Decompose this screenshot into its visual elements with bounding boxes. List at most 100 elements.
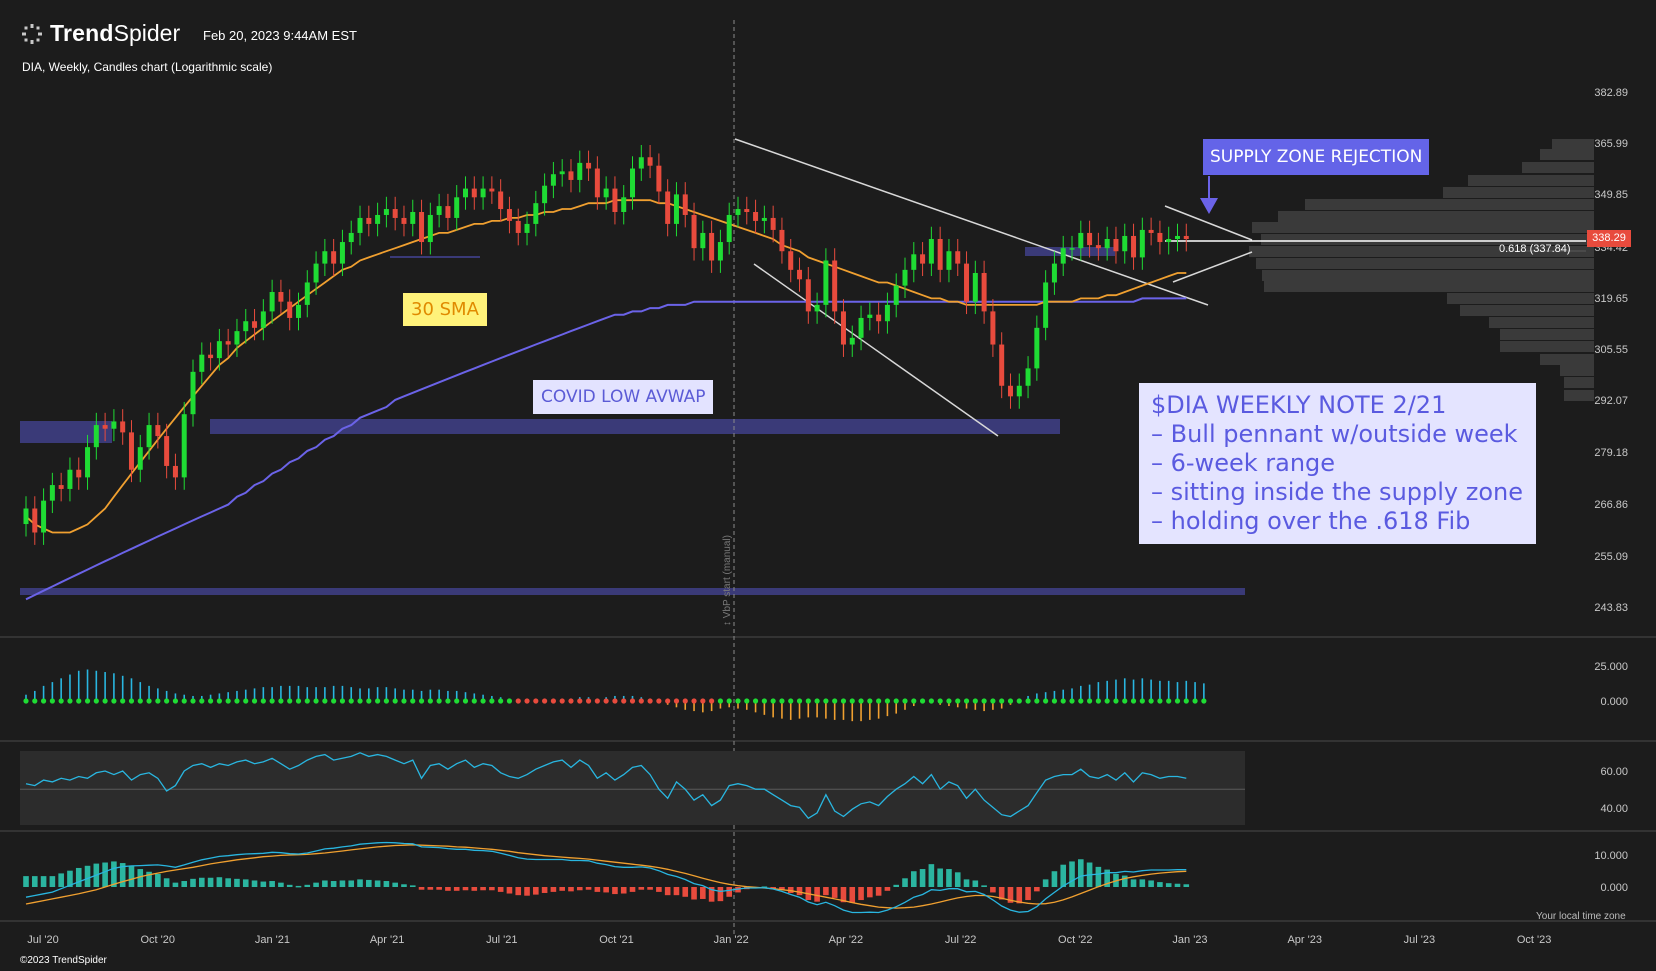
candle-body — [1078, 232, 1084, 249]
oscillator-dot — [788, 698, 794, 704]
oscillator-dot — [656, 698, 662, 704]
volume-profile-bar — [1560, 365, 1594, 376]
macd-histogram-bar — [779, 887, 785, 890]
time-axis-label: Apr '21 — [370, 934, 405, 946]
macd-histogram-bar — [515, 887, 522, 896]
macd-histogram-bar — [1069, 861, 1075, 887]
macd-histogram-bar — [172, 882, 179, 887]
macd-histogram-bar — [418, 887, 425, 890]
macd-histogram-bar — [40, 876, 47, 887]
demand-zone — [20, 421, 112, 443]
macd-histogram-bar — [700, 887, 706, 899]
candle-body — [287, 301, 293, 318]
oscillator-dot — [972, 698, 978, 704]
macd-histogram-bar — [1060, 864, 1067, 887]
avwap-annotation[interactable]: COVID LOW AVWAP — [533, 380, 714, 414]
oscillator-dot — [1007, 698, 1014, 704]
upper-trendline — [734, 138, 1209, 306]
weekly-note-annotation[interactable]: $DIA WEEKLY NOTE 2/21 – Bull pennant w/o… — [1139, 383, 1536, 544]
candle-body — [1131, 235, 1137, 258]
candle-body — [49, 485, 55, 501]
macd-histogram-bar — [1174, 883, 1181, 887]
candle-body — [849, 337, 855, 345]
volume-profile-bar — [1500, 341, 1594, 352]
candle-body — [586, 162, 592, 169]
oscillator-dot — [392, 698, 398, 704]
candle-body — [893, 285, 899, 305]
oscillator-dot — [542, 698, 548, 704]
macd-histogram-bar — [286, 884, 293, 887]
oscillator-dot — [199, 698, 205, 704]
candle-body — [594, 168, 600, 198]
macd-histogram-bar — [242, 879, 249, 887]
oscillator-dot — [322, 698, 328, 704]
candle-body — [955, 251, 961, 264]
oscillator-dot — [858, 698, 864, 704]
candle-body — [383, 209, 389, 215]
oscillator-dot — [735, 698, 741, 704]
macd-histogram-bar — [1121, 875, 1128, 887]
oscillator-dot — [164, 698, 170, 704]
macd-histogram-bar — [981, 885, 987, 887]
oscillator-dot — [673, 698, 680, 704]
macd-histogram-bar — [146, 871, 152, 887]
macd-histogram-bar — [489, 887, 495, 891]
macd-histogram-bar — [111, 861, 117, 887]
candle-body — [832, 260, 838, 312]
macd-histogram-bar — [23, 876, 29, 887]
local-timezone-label[interactable]: Your local time zone — [1536, 911, 1626, 922]
candle-body — [990, 311, 996, 345]
oscillator-dot — [709, 698, 715, 704]
macd-histogram-bar — [849, 887, 856, 903]
macd-histogram-bar — [409, 885, 416, 887]
macd-histogram-bar — [963, 879, 970, 887]
last-price-flag: 338.29 — [1587, 230, 1631, 247]
time-axis-label: Apr '22 — [829, 934, 864, 946]
candle-body — [463, 188, 468, 198]
volume-profile-bar — [1489, 317, 1594, 328]
supply-zone-annotation[interactable]: SUPPLY ZONE REJECTION — [1203, 139, 1430, 175]
candle-body — [823, 260, 829, 305]
macd-histogram-bar — [937, 868, 943, 887]
oscillator-dot — [339, 698, 346, 704]
candle-body — [128, 432, 134, 470]
candle-body — [726, 214, 732, 243]
candle-body — [559, 171, 565, 175]
oscillator-dot — [550, 698, 557, 704]
oscillator-dot — [1078, 698, 1084, 704]
macd-histogram-bar — [322, 880, 328, 887]
oscillator-dot — [295, 698, 302, 704]
oscillator-dot — [981, 698, 987, 704]
candle-body — [972, 272, 978, 302]
candle-body — [840, 311, 846, 345]
candle-body — [682, 194, 688, 215]
snapshot-timestamp: Feb 20, 2023 9:44AM EST — [203, 28, 357, 43]
covid-low-zone — [210, 419, 1060, 434]
oscillator-dot — [331, 698, 337, 704]
oscillator-dot — [946, 698, 952, 704]
note-line: – holding over the .618 Fib — [1151, 507, 1471, 535]
candle-body — [717, 242, 723, 261]
oscillator-dot — [902, 698, 908, 704]
candle-body — [506, 209, 512, 221]
candle-body — [357, 217, 363, 233]
candle-body — [164, 436, 170, 466]
macd-histogram-bar — [313, 882, 319, 887]
oscillator-dot — [313, 698, 319, 704]
price-axis-label: 266.86 — [1594, 499, 1628, 511]
macd-histogram-bar — [691, 887, 697, 900]
macd-histogram-bar — [401, 884, 407, 887]
macd-histogram-bar — [770, 887, 776, 889]
candle-body — [612, 188, 618, 213]
sma-annotation[interactable]: 30 SMA — [403, 293, 487, 326]
macd-histogram-bar — [858, 887, 864, 901]
macd-line — [25, 841, 1187, 914]
oscillator-dot — [577, 698, 583, 704]
macd-histogram-bar — [471, 887, 478, 891]
candle-body — [805, 279, 811, 312]
oscillator-dot — [190, 698, 196, 704]
candle-body — [111, 421, 117, 429]
oscillator-dot — [726, 698, 732, 704]
note-line: – Bull pennant w/outside week — [1151, 420, 1518, 448]
